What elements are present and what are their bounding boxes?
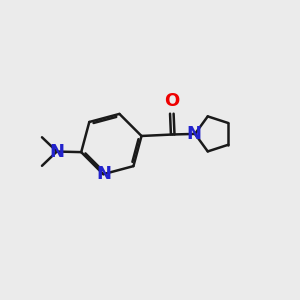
Text: N: N [96,166,111,184]
Text: O: O [164,92,179,110]
Text: N: N [187,125,202,143]
Text: N: N [49,142,64,160]
